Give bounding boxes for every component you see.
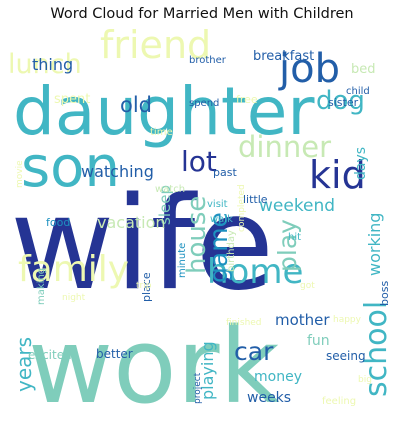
cloud-word-sleep: sleep xyxy=(156,185,174,225)
cloud-word-playing: playing xyxy=(198,341,217,400)
cloud-word-weeks: weeks xyxy=(247,390,291,406)
cloud-word-kid: kid xyxy=(309,153,366,197)
cloud-word-little: little xyxy=(243,193,268,206)
cloud-word-years: years xyxy=(12,337,36,392)
cloud-word-place: place xyxy=(140,272,153,302)
cloud-word-spend: spend xyxy=(189,98,219,109)
cloud-word-job: job xyxy=(278,46,340,92)
cloud-word-son: son xyxy=(21,135,120,200)
cloud-word-project: project xyxy=(193,372,203,404)
cloud-word-free: free xyxy=(236,93,258,106)
cloud-word-brother: brother xyxy=(189,55,227,66)
cloud-word-breakfast: breakfast xyxy=(253,49,314,64)
cloud-word-friend: friend xyxy=(100,29,211,67)
cloud-word-seeing: seeing xyxy=(326,349,366,363)
cloud-word-work: work xyxy=(28,305,280,419)
cloud-word-sister: sister xyxy=(328,96,359,109)
cloud-word-making: making xyxy=(36,268,47,305)
cloud-word-mother: mother xyxy=(275,311,330,329)
cloud-word-minute: minute xyxy=(177,243,188,278)
cloud-word-wife: wife xyxy=(10,170,274,319)
cloud-word-watching: watching xyxy=(81,162,154,181)
cloud-word-movie: movie xyxy=(15,160,25,188)
cloud-word-birthday: birthday xyxy=(226,230,237,272)
cloud-word-dog: dog xyxy=(316,86,365,116)
chart-title: Word Cloud for Married Men with Children xyxy=(50,6,354,22)
cloud-word-boss: boss xyxy=(378,281,391,306)
cloud-word-night: night xyxy=(62,293,86,303)
word-cloud: wife work daughter son family friend job home ki… xyxy=(8,29,397,419)
cloud-word-better: better xyxy=(96,347,133,361)
cloud-word-dinner: dinner xyxy=(238,130,331,164)
cloud-word-past: past xyxy=(213,166,237,179)
cloud-word-spent: spent xyxy=(54,92,90,107)
cloud-word-days: days xyxy=(353,147,369,180)
cloud-word-family: family xyxy=(18,249,129,290)
cloud-word-lot: lot xyxy=(181,145,217,178)
cloud-word-thing: thing xyxy=(32,55,73,74)
cloud-word-trip: trip xyxy=(136,281,152,291)
cloud-word-fun: fun xyxy=(307,333,330,349)
cloud-word-daughter: daughter xyxy=(13,73,315,150)
cloud-word-play: play xyxy=(273,219,302,272)
cloud-word-weekend: weekend xyxy=(259,196,335,216)
cloud-word-got: got xyxy=(300,281,315,291)
cloud-word-walk: walk xyxy=(210,214,233,225)
cloud-word-hit: hit xyxy=(288,232,301,243)
cloud-word-excited: excited xyxy=(28,348,72,362)
cloud-word-lunch: lunch xyxy=(8,49,82,80)
cloud-word-big: big xyxy=(358,375,372,385)
cloud-word-food: food xyxy=(46,216,70,229)
cloud-word-watch: watch xyxy=(155,184,185,195)
cloud-word-completed: completed xyxy=(237,184,247,232)
cloud-word-time: time xyxy=(150,127,173,138)
cloud-word-finished: finished xyxy=(226,318,262,328)
cloud-word-home: home xyxy=(207,252,303,292)
cloud-word-child: child xyxy=(346,86,370,97)
cloud-word-vacation: vacation xyxy=(97,213,166,232)
cloud-word-school: school xyxy=(359,301,394,397)
cloud-word-house: house xyxy=(182,196,212,274)
cloud-word-bed: bed xyxy=(351,62,376,77)
cloud-word-money: money xyxy=(254,369,302,385)
cloud-word-working: working xyxy=(365,213,384,276)
cloud-word-old: old xyxy=(120,93,152,117)
cloud-word-visit: visit xyxy=(207,199,228,210)
cloud-word-happy: happy xyxy=(333,315,362,325)
cloud-word-feeling: feeling xyxy=(322,396,356,407)
cloud-word-game: game xyxy=(204,212,233,283)
cloud-word-car: car xyxy=(234,337,274,366)
